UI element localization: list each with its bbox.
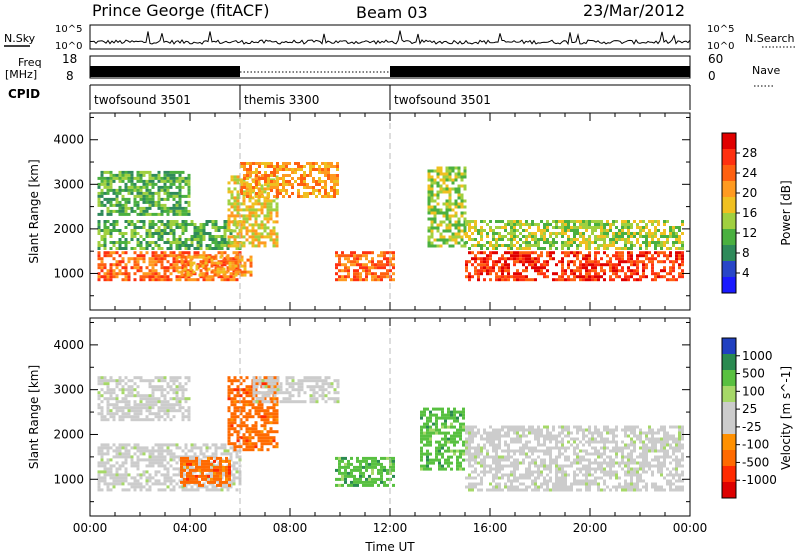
colorbar-tick: 16 <box>742 206 757 220</box>
x-axis-label: Time UT <box>364 540 415 554</box>
y-tick-label: 1000 <box>53 472 84 486</box>
echo-region-7 <box>465 425 684 492</box>
colorbar-label: Velocity [m s^-1] <box>779 366 793 470</box>
echo-region-9 <box>465 220 684 250</box>
freq-trace <box>90 66 690 77</box>
colorbar-label: Power [dB] <box>779 180 793 245</box>
freq-band-0 <box>90 66 240 77</box>
echo-region-5 <box>240 162 339 198</box>
colorbar-tick: 28 <box>742 146 757 160</box>
nsky-tick-high: 10^5 <box>55 24 82 35</box>
freq-tick-high: 18 <box>62 52 77 66</box>
colorbar-tick: 20 <box>742 186 757 200</box>
y-axis-label: Slant Range [km] <box>27 365 41 469</box>
y-tick-label: 4000 <box>53 133 84 147</box>
colorbar-tick: 500 <box>742 367 765 381</box>
freq-tick-low: 8 <box>66 69 74 83</box>
nsky-tick-low: 10^0 <box>55 41 82 52</box>
date-title: 23/Mar/2012 <box>583 1 685 20</box>
beam-title: Beam 03 <box>356 3 428 22</box>
x-tick-label: 00:00 <box>673 521 708 535</box>
colorbar: 4 8 12 16 20 24 28 Power [dB] <box>721 132 793 294</box>
nsearch-tick-low: 10^0 <box>707 41 734 52</box>
nsearch-label: N.Search <box>745 32 795 45</box>
colorbar-tick: 4 <box>742 266 750 280</box>
x-tick-label: 12:00 <box>373 521 408 535</box>
freq-label: Freq <box>18 56 42 69</box>
echo-region-4 <box>252 376 340 404</box>
nsearch-tick-high: 10^5 <box>707 24 734 35</box>
colorbar-tick: 24 <box>742 166 757 180</box>
echo-region-2 <box>180 456 231 487</box>
echo-region-5 <box>335 456 395 487</box>
y-tick-label: 3000 <box>53 177 84 191</box>
echo-region-6 <box>335 251 395 282</box>
site-title: Prince George (fitACF) <box>92 1 270 20</box>
x-tick-label: 00:00 <box>73 521 108 535</box>
x-tick-label: 08:00 <box>273 521 308 535</box>
nave-tick-high: 60 <box>708 52 723 66</box>
nave-tick-low: 0 <box>708 69 716 83</box>
colorbar-tick: 25 <box>742 402 757 416</box>
x-tick-label: 16:00 <box>473 521 508 535</box>
colorbar-tick: -100 <box>742 438 769 452</box>
x-tick-label: 20:00 <box>573 521 608 535</box>
echo-region-8 <box>465 251 684 282</box>
echo-region-3 <box>227 376 279 452</box>
colorbar-tick: 8 <box>742 246 750 260</box>
freq-band-2 <box>390 66 690 77</box>
cpid-label: CPID <box>8 87 40 101</box>
cpid-segments: twofsound 3501 themis 3300 twofsound 3501 <box>89 85 691 110</box>
echo-region-7 <box>427 166 467 248</box>
colorbar-tick: -25 <box>742 420 762 434</box>
colorbar-tick: -1000 <box>742 473 777 487</box>
y-tick-label: 2000 <box>53 427 84 441</box>
cpid-segment-1: themis 3300 <box>244 93 319 107</box>
colorbar-tick: 12 <box>742 226 757 240</box>
nave-label: Nave <box>752 64 780 77</box>
cpid-segment-0: twofsound 3501 <box>94 93 191 107</box>
colorbar-tick: 1000 <box>742 349 773 363</box>
colorbar-tick: 100 <box>742 384 765 398</box>
echo-region-2 <box>97 170 191 216</box>
nsky-trace <box>89 30 691 46</box>
velocity-panel: 1000 2000 3000 4000 00:00 04:00 08:00 12:00 16:0… <box>27 317 793 535</box>
nsky-line <box>89 30 691 46</box>
y-tick-label: 1000 <box>53 266 84 280</box>
echo-region-6 <box>420 407 465 471</box>
echo-region-3 <box>177 255 253 277</box>
echo-region-1 <box>97 220 242 250</box>
y-axis-label: Slant Range [km] <box>27 159 41 263</box>
freq-unit-label: [MHz] <box>5 68 37 81</box>
y-tick-label: 2000 <box>53 222 84 236</box>
cpid-segment-2: twofsound 3501 <box>394 93 491 107</box>
y-tick-label: 4000 <box>53 338 84 352</box>
x-tick-label: 04:00 <box>173 521 208 535</box>
echo-region-1 <box>97 376 191 422</box>
nsky-label: N.Sky <box>4 32 36 45</box>
nsky-panel-frame <box>89 24 691 50</box>
y-tick-label: 3000 <box>53 383 84 397</box>
colorbar-tick: -500 <box>742 455 769 469</box>
power-panel: 1000 2000 3000 4000 Slant Range [km] 4 8 12 16 20… <box>27 112 793 311</box>
